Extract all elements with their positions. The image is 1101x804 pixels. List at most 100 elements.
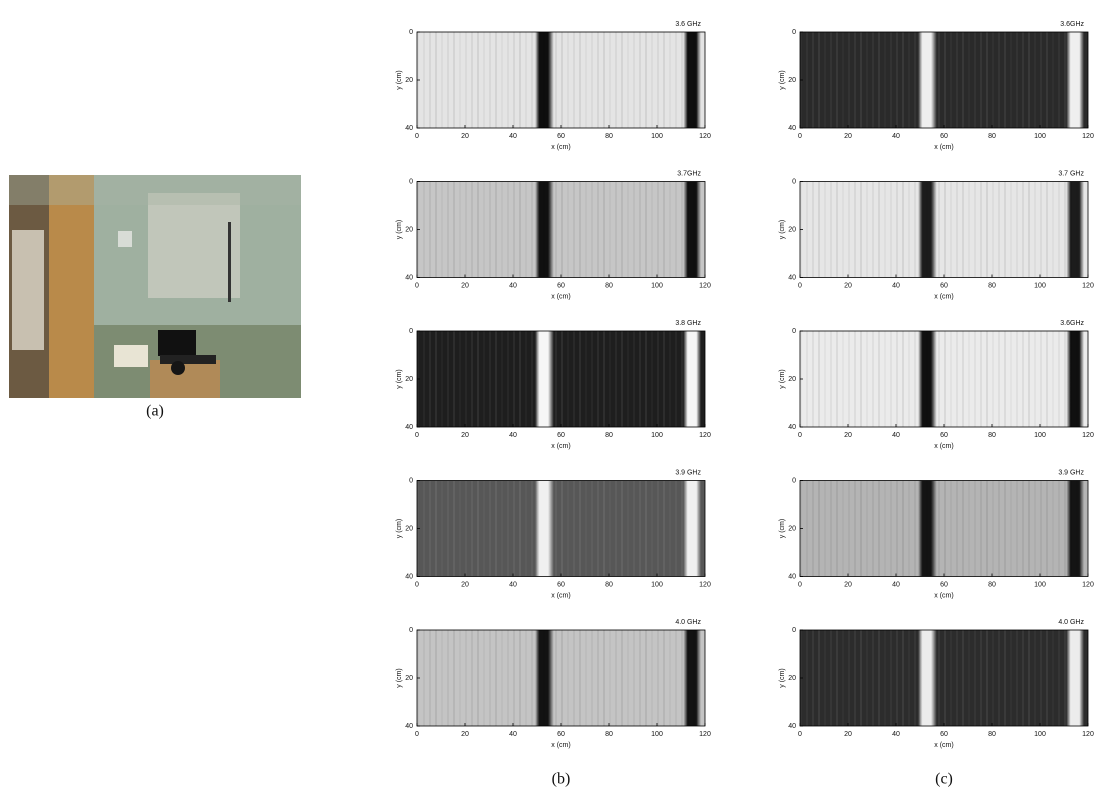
- texture: [1004, 331, 1006, 427]
- texture: [555, 331, 557, 427]
- texture: [1028, 630, 1030, 726]
- texture: [842, 630, 844, 726]
- texture: [501, 481, 503, 577]
- texture: [860, 480, 862, 577]
- x-axis-label: x (cm): [551, 443, 570, 450]
- texture: [848, 181, 850, 278]
- x-tick-label: 80: [605, 282, 613, 289]
- texture: [447, 32, 449, 128]
- texture: [920, 480, 922, 577]
- y-tick-label: 0: [409, 178, 413, 185]
- texture: [962, 630, 964, 726]
- y-tick-label: 0: [792, 178, 796, 185]
- x-tick-label: 20: [844, 432, 852, 439]
- x-axis-label: x (cm): [551, 144, 570, 151]
- x-axis-label: x (cm): [934, 592, 953, 599]
- texture: [1040, 630, 1042, 726]
- texture: [471, 181, 473, 278]
- panel: 3.6GHz 0 20 40 60 80 100 120 0 20 40 x (cm) y (cm): [779, 320, 1094, 450]
- texture: [525, 331, 527, 427]
- texture: [471, 630, 473, 726]
- texture: [806, 630, 808, 726]
- texture: [585, 481, 587, 577]
- texture: [693, 481, 695, 577]
- panel: 3.9 GHz 0 20 40 60 80 100 120 0 20 40 x (cm) y (cm): [779, 469, 1094, 599]
- texture: [956, 181, 958, 278]
- texture: [573, 181, 575, 278]
- y-axis-label: y (cm): [396, 70, 403, 89]
- y-tick-label: 40: [405, 274, 413, 281]
- texture: [806, 480, 808, 577]
- axis: 0 20 40 60 80 100 120 0 20 40: [405, 178, 711, 289]
- texture: [944, 331, 946, 427]
- texture: [872, 32, 874, 128]
- texture: [657, 630, 659, 726]
- panel-title: 4.0 GHz: [675, 619, 701, 626]
- texture: [513, 331, 515, 427]
- texture: [1076, 481, 1078, 577]
- texture: [429, 630, 431, 726]
- y-tick-label: 20: [788, 675, 796, 682]
- texture: [860, 32, 862, 128]
- texture: [543, 331, 545, 427]
- texture: [585, 32, 587, 128]
- x-tick-label: 20: [461, 731, 469, 738]
- texture: [483, 481, 485, 577]
- texture: [986, 630, 988, 726]
- texture: [1052, 331, 1054, 427]
- texture: [639, 32, 641, 128]
- panel-title: 3.7 GHz: [1058, 170, 1084, 177]
- texture: [968, 331, 970, 427]
- texture: [836, 331, 838, 427]
- texture: [998, 480, 1000, 577]
- x-tick-label: 80: [988, 731, 996, 738]
- texture: [585, 331, 587, 427]
- texture: [932, 331, 934, 427]
- texture: [872, 630, 874, 726]
- texture: [812, 32, 814, 128]
- texture: [980, 181, 982, 278]
- texture: [543, 481, 545, 577]
- x-tick-label: 40: [892, 581, 900, 588]
- texture: [537, 32, 539, 128]
- texture: [1016, 331, 1018, 427]
- x-tick-label: 80: [988, 282, 996, 289]
- texture: [699, 181, 701, 278]
- texture: [543, 630, 545, 726]
- y-tick-label: 40: [405, 424, 413, 431]
- texture: [525, 32, 527, 128]
- y-axis-label: y (cm): [396, 668, 403, 687]
- texture: [986, 32, 988, 128]
- texture: [944, 630, 946, 726]
- texture: [938, 331, 940, 427]
- y-tick-label: 20: [405, 226, 413, 233]
- texture: [998, 181, 1000, 278]
- texture: [1004, 480, 1006, 577]
- texture: [830, 630, 832, 726]
- texture: [872, 480, 874, 577]
- x-tick-label: 80: [605, 432, 613, 439]
- image: [417, 331, 705, 427]
- y-tick-label: 40: [788, 723, 796, 730]
- axis: 0 20 40 60 80 100 120 0 20 40: [788, 29, 1094, 140]
- texture: [1064, 32, 1066, 128]
- texture: [441, 630, 443, 726]
- y-tick-label: 20: [788, 226, 796, 233]
- texture: [525, 182, 527, 278]
- texture: [1064, 480, 1066, 577]
- texture: [687, 32, 689, 128]
- texture: [1004, 630, 1006, 726]
- texture: [866, 331, 868, 427]
- texture: [423, 630, 425, 726]
- axis: 0 20 40 60 80 100 120 0 20 40: [405, 328, 711, 439]
- x-tick-label: 100: [1034, 282, 1046, 289]
- texture: [561, 331, 563, 427]
- texture: [675, 181, 677, 278]
- texture: [663, 480, 665, 577]
- texture: [669, 630, 671, 726]
- x-tick-label: 120: [1082, 731, 1094, 738]
- texture: [483, 331, 485, 427]
- x-tick-label: 0: [415, 731, 419, 738]
- x-tick-label: 120: [699, 432, 711, 439]
- texture: [603, 331, 605, 427]
